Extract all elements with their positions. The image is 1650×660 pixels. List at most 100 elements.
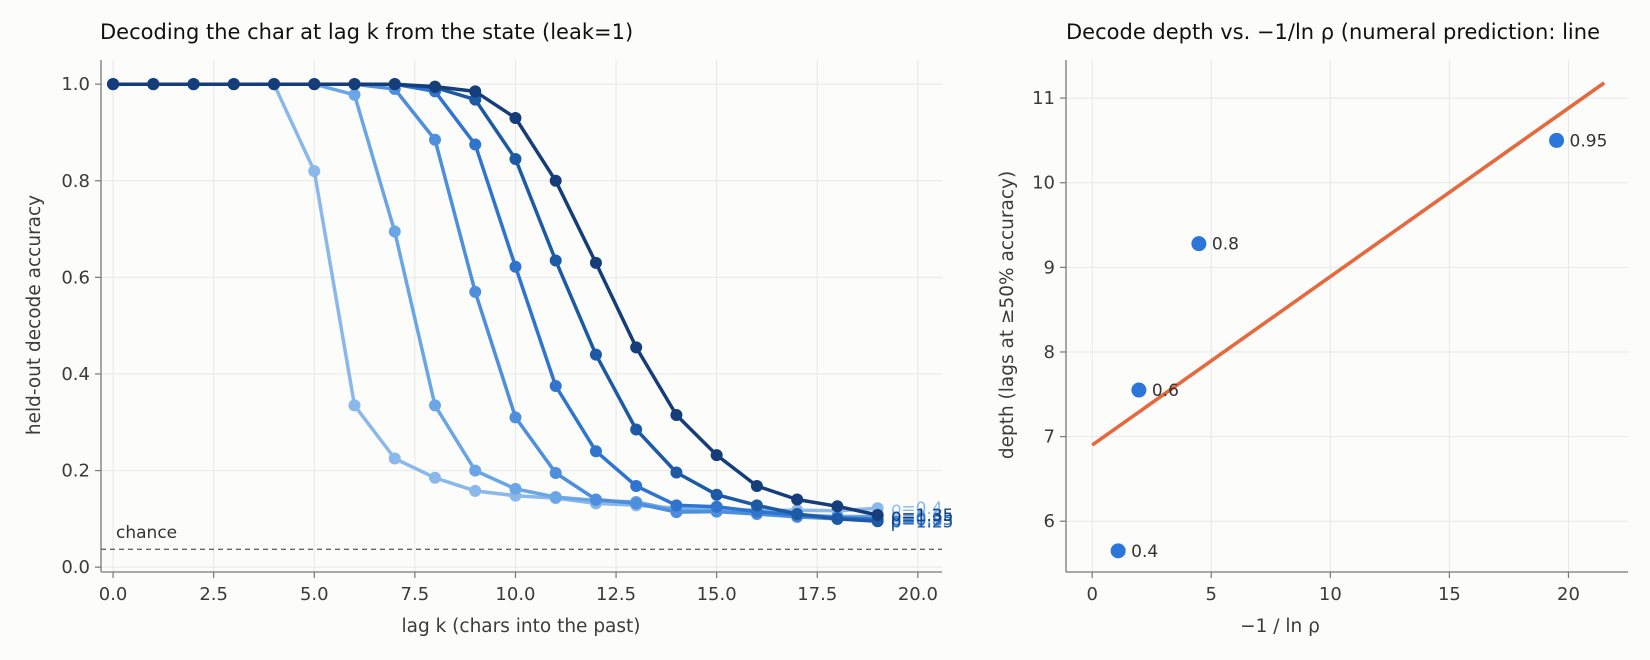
series-5-point xyxy=(469,85,482,98)
right-y-tick-label: 10 xyxy=(1032,173,1055,194)
series-4-point xyxy=(710,488,723,501)
series-5-point xyxy=(509,111,522,124)
left-x-tick-label: 20.0 xyxy=(898,584,938,605)
series-5-point xyxy=(308,78,321,91)
series-end-label: ρ=1.35 xyxy=(891,506,954,526)
left-x-tick-label: 2.5 xyxy=(199,584,228,605)
left-y-tick-label: 0.8 xyxy=(61,171,90,192)
series-5-point xyxy=(750,480,763,493)
series-5-point xyxy=(630,341,643,354)
series-end-label: ρ=0.8 xyxy=(891,511,943,531)
series-3-point xyxy=(630,480,643,493)
series-end-label: ρ=0.4 xyxy=(891,499,943,519)
scatter-point xyxy=(1110,543,1126,559)
series-5-point xyxy=(388,78,401,91)
right-y-axis-label: depth (lags at ≥50% accuracy) xyxy=(997,171,1018,459)
series-4-point xyxy=(791,508,804,521)
series-5-point xyxy=(147,78,160,91)
right-chart-title: Decode depth vs. −1/ln ρ (numeral predic… xyxy=(1066,20,1600,44)
series-end-label: ρ=0.6 xyxy=(891,507,943,527)
series-end-label: ρ=1.25 xyxy=(891,512,954,532)
series-line-5 xyxy=(113,82,878,517)
left-y-tick-label: 0.4 xyxy=(61,364,90,385)
series-2-point xyxy=(549,466,562,479)
series-1-point xyxy=(549,491,562,504)
left-x-tick-label: 17.5 xyxy=(797,584,837,605)
series-0-point xyxy=(388,452,401,465)
series-3-point xyxy=(670,499,683,512)
series-5-point xyxy=(187,78,200,91)
series-3-point xyxy=(589,445,602,458)
right-x-axis-label: −1 / ln ρ xyxy=(1240,616,1320,637)
series-3-point xyxy=(469,138,482,151)
series-4-point xyxy=(509,153,522,166)
chance-label: chance xyxy=(116,523,177,543)
right-x-tick-label: 10 xyxy=(1319,584,1342,605)
series-4-point xyxy=(831,512,844,525)
right-x-tick-label: 5 xyxy=(1206,584,1217,605)
left-x-tick-label: 0.0 xyxy=(99,584,128,605)
scatter-point xyxy=(1549,132,1565,148)
series-end-label: ρ=0.95 xyxy=(891,510,954,530)
point-label: 0.95 xyxy=(1570,131,1608,151)
series-5-point xyxy=(227,78,240,91)
left-y-tick-label: 0.2 xyxy=(61,461,90,482)
series-5-point xyxy=(428,80,441,93)
left-y-tick-label: 0.0 xyxy=(61,557,90,578)
left-y-tick-label: 1.0 xyxy=(61,74,90,95)
series-4-point xyxy=(670,466,683,479)
series-1-point xyxy=(428,399,441,412)
left-plot-area: 0.0 2.5 5.0 7.5 10.0 12.5 15.0 17.5 20.0 0.0 0.2 0.… xyxy=(61,60,954,605)
series-2-point xyxy=(428,133,441,146)
left-chart-title: Decoding the char at lag k from the stat… xyxy=(100,20,633,44)
left-x-tick-label: 7.5 xyxy=(401,584,430,605)
series-1-point xyxy=(509,482,522,495)
right-y-tick-label: 11 xyxy=(1032,88,1055,109)
left-x-tick-label: 15.0 xyxy=(697,584,737,605)
series-4-point xyxy=(469,93,482,106)
series-5-point xyxy=(791,493,804,506)
series-4-point xyxy=(549,254,562,267)
series-1-point xyxy=(388,225,401,238)
series-3-point xyxy=(509,260,522,273)
scatter-point xyxy=(1191,236,1207,252)
series-2-point xyxy=(469,285,482,298)
series-2-point xyxy=(509,411,522,424)
series-0-point xyxy=(348,399,361,412)
series-line-3 xyxy=(113,82,878,521)
left-x-tick-label: 5.0 xyxy=(300,584,329,605)
series-3-point xyxy=(710,500,723,513)
right-x-tick-label: 20 xyxy=(1557,584,1580,605)
series-2-point xyxy=(589,493,602,506)
series-1-point xyxy=(469,464,482,477)
point-label: 0.8 xyxy=(1212,235,1239,255)
right-x-tick-label: 0 xyxy=(1086,584,1097,605)
point-label: 0.4 xyxy=(1131,542,1158,562)
point-label: 0.6 xyxy=(1152,381,1179,401)
right-y-tick-label: 6 xyxy=(1044,511,1055,532)
left-x-axis-label: lag k (chars into the past) xyxy=(401,616,640,637)
right-plot-area: 0 5 10 15 20 6 7 8 9 10 11 0.4 0.6 0.8 0.95 xyxy=(1032,60,1628,605)
left-x-tick-label: 12.5 xyxy=(596,584,636,605)
prediction-line xyxy=(1091,81,1606,447)
series-0-point xyxy=(308,165,321,178)
series-5-point xyxy=(589,256,602,269)
series-5-point xyxy=(871,509,884,522)
series-0-point xyxy=(469,484,482,497)
series-5-point xyxy=(670,409,683,422)
series-line-1 xyxy=(113,82,878,519)
left-x-tick-label: 10.0 xyxy=(495,584,535,605)
right-y-tick-label: 9 xyxy=(1044,257,1055,278)
series-4-point xyxy=(750,499,763,512)
series-5-point xyxy=(710,449,723,462)
series-5-point xyxy=(549,174,562,187)
series-3-point xyxy=(549,380,562,393)
series-line-0 xyxy=(113,82,878,513)
series-5-point xyxy=(831,500,844,513)
left-y-axis-label: held-out decode accuracy xyxy=(24,195,45,435)
series-line-4 xyxy=(113,82,878,524)
series-2-point xyxy=(630,497,643,510)
series-1-point xyxy=(348,88,361,101)
series-4-point xyxy=(630,423,643,436)
scatter-point xyxy=(1131,382,1147,398)
